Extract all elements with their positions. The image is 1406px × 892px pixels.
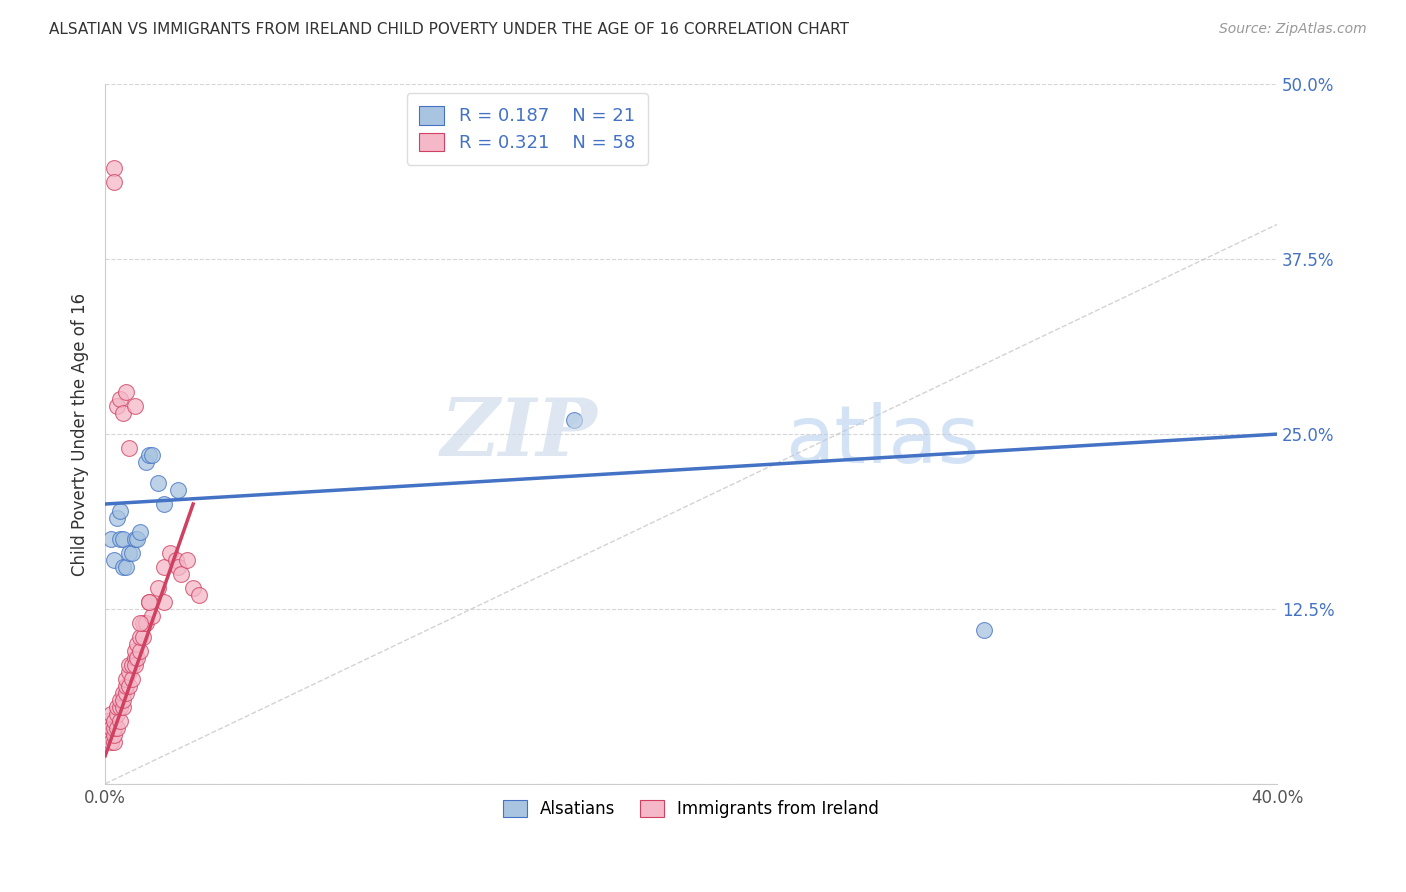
Point [141,608,163,623]
Legend: Alsatians, Immigrants from Ireland: Alsatians, Immigrants from Ireland [496,793,886,824]
Point [138,595,160,609]
Point [146,581,169,595]
Point [103,735,125,749]
Point [111,406,134,420]
Point [100,735,122,749]
Point [114,672,136,686]
Point [176,553,198,567]
Point [108,693,131,707]
Point [118,665,141,679]
Point [108,504,131,518]
Point [127,532,149,546]
Text: ALSATIAN VS IMMIGRANTS FROM IRELAND CHILD POVERTY UNDER THE AGE OF 16 CORRELATIO: ALSATIAN VS IMMIGRANTS FROM IRELAND CHIL… [49,22,849,37]
Point [114,679,136,693]
Point [121,657,143,672]
Point [124,644,146,658]
Point [118,546,141,560]
Point [181,581,204,595]
Point [103,714,125,728]
Point [124,651,146,665]
Point [118,441,141,455]
Point [146,476,169,491]
Point [111,699,134,714]
Point [138,448,160,462]
Point [153,560,176,574]
Point [103,721,125,735]
Point [105,699,128,714]
Point [118,679,141,693]
Text: Source: ZipAtlas.com: Source: ZipAtlas.com [1219,22,1367,37]
Point [124,532,146,546]
Y-axis label: Child Poverty Under the Age of 16: Child Poverty Under the Age of 16 [72,293,89,575]
Point [127,637,149,651]
Point [111,560,134,574]
Text: atlas: atlas [785,402,980,480]
Point [114,560,136,574]
Point [103,728,125,742]
Point [105,399,128,413]
Point [167,483,190,497]
Point [108,532,131,546]
Point [100,706,122,721]
Point [108,699,131,714]
Point [121,546,143,560]
Point [114,686,136,700]
Point [121,672,143,686]
Point [103,553,125,567]
Point [105,721,128,735]
Point [167,560,190,574]
Point [135,615,157,630]
Point [100,721,122,735]
Point [129,630,152,644]
Point [124,399,146,413]
Point [188,588,211,602]
Point [129,644,152,658]
Text: ZIP: ZIP [440,395,598,473]
Point [159,546,181,560]
Point [114,385,136,400]
Point [132,630,155,644]
Point [103,175,125,189]
Point [973,623,995,637]
Point [118,657,141,672]
Point [97,728,120,742]
Point [100,532,122,546]
Point [124,657,146,672]
Point [135,455,157,469]
Point [129,615,152,630]
Point [562,413,585,427]
Point [97,714,120,728]
Point [127,651,149,665]
Point [170,566,193,581]
Point [108,392,131,406]
Point [141,448,163,462]
Point [132,615,155,630]
Point [153,595,176,609]
Point [108,714,131,728]
Point [138,595,160,609]
Point [165,553,187,567]
Point [105,706,128,721]
Point [111,693,134,707]
Point [103,161,125,176]
Point [111,532,134,546]
Point [129,524,152,539]
Point [105,511,128,525]
Point [153,497,176,511]
Point [111,686,134,700]
